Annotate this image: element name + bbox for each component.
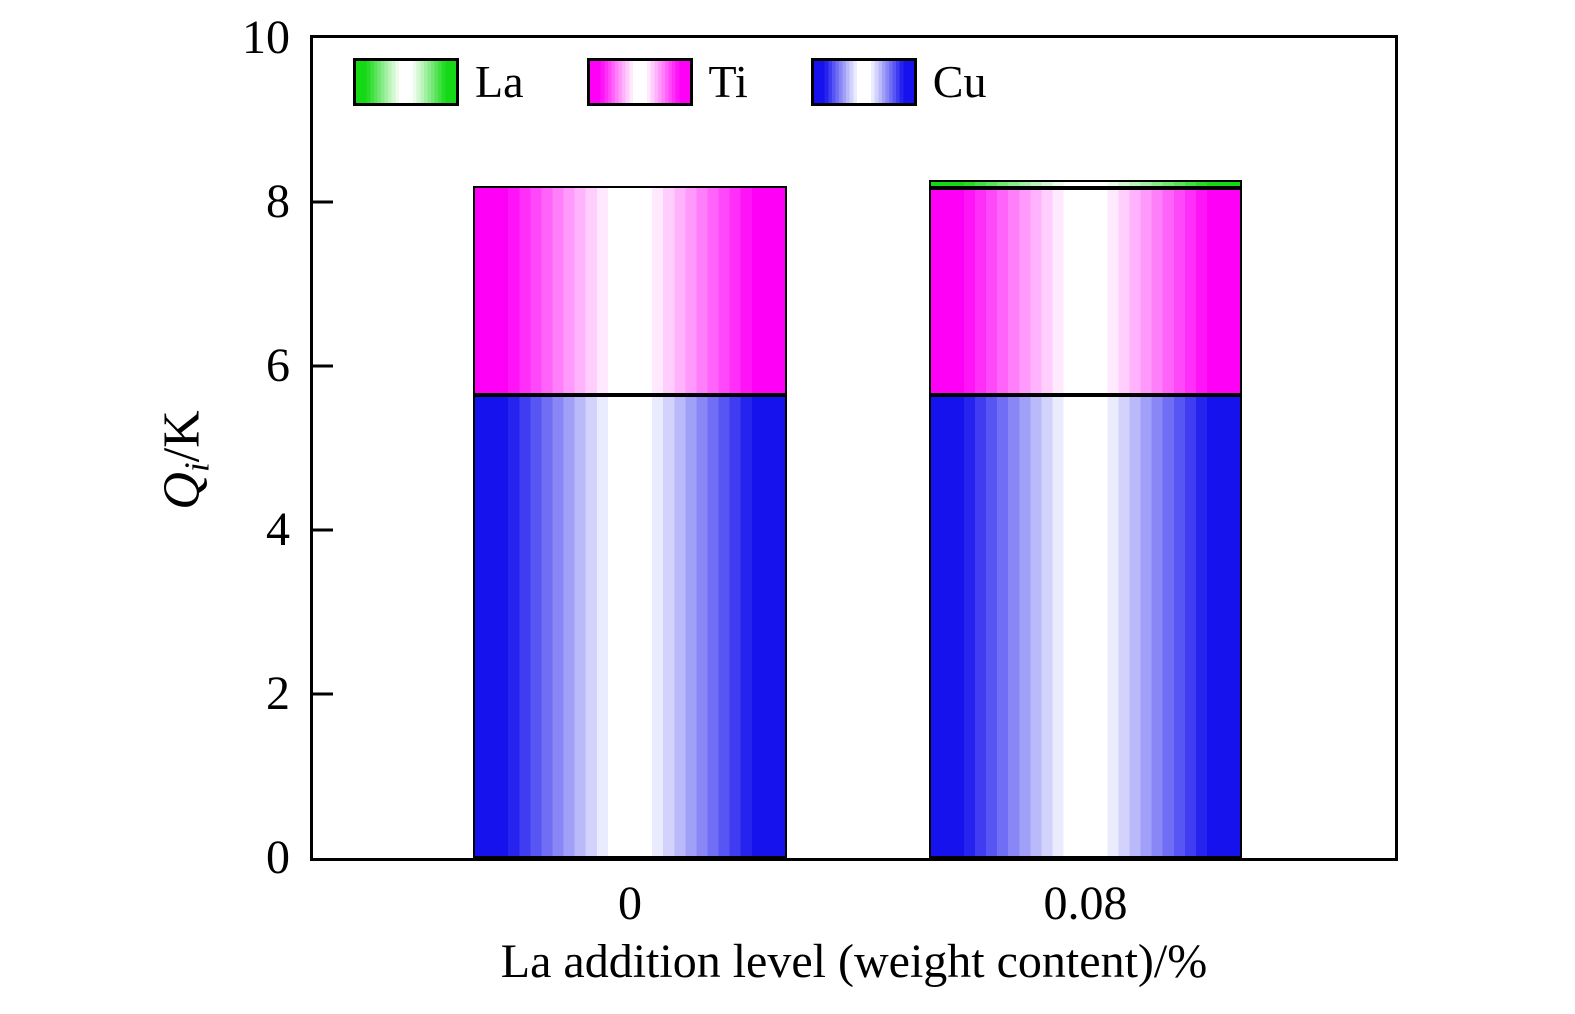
x-axis-title: La addition level (weight content)/% (500, 935, 1208, 988)
legend: La Ti Cu (353, 58, 986, 106)
y-tick-label: 2 (266, 667, 290, 720)
legend-swatch-ti-icon (586, 58, 693, 106)
legend-item-cu: Cu (810, 56, 987, 107)
y-tick-label: 6 (266, 339, 290, 392)
bar-segment-ti-0.08 (928, 188, 1243, 395)
bar-0 (473, 38, 787, 858)
y-tick (313, 692, 333, 696)
legend-swatch-cu-icon (810, 58, 917, 106)
y-tick-label: 8 (266, 175, 290, 228)
bar-segment-ti-0 (473, 185, 787, 395)
legend-label-cu: Cu (932, 56, 987, 107)
bar-segment-cu-0 (473, 394, 787, 858)
y-tick (313, 200, 333, 204)
y-tick (313, 528, 333, 532)
legend-label-la: La (475, 56, 524, 107)
bar-0.08 (928, 38, 1243, 858)
y-axis-unit: /K (153, 410, 211, 463)
legend-item-ti: Ti (586, 56, 748, 107)
y-tick-label: 4 (266, 503, 290, 556)
x-tick-label: 0.08 (1043, 877, 1128, 930)
legend-label-ti: Ti (708, 56, 748, 107)
y-tick-label: 10 (242, 11, 290, 64)
y-tick (313, 364, 333, 368)
y-tick-label: 0 (266, 831, 290, 884)
legend-item-la: La (353, 58, 524, 106)
y-axis-title: Qi/K (153, 410, 218, 509)
bar-segment-cu-0.08 (928, 394, 1243, 858)
plot-area: La Ti Cu (310, 35, 1398, 861)
bar-segment-la-0.08 (928, 179, 1243, 189)
x-tick-label: 0 (618, 877, 643, 930)
legend-swatch-la-icon (353, 58, 459, 106)
y-axis-subscript: i (176, 462, 217, 473)
